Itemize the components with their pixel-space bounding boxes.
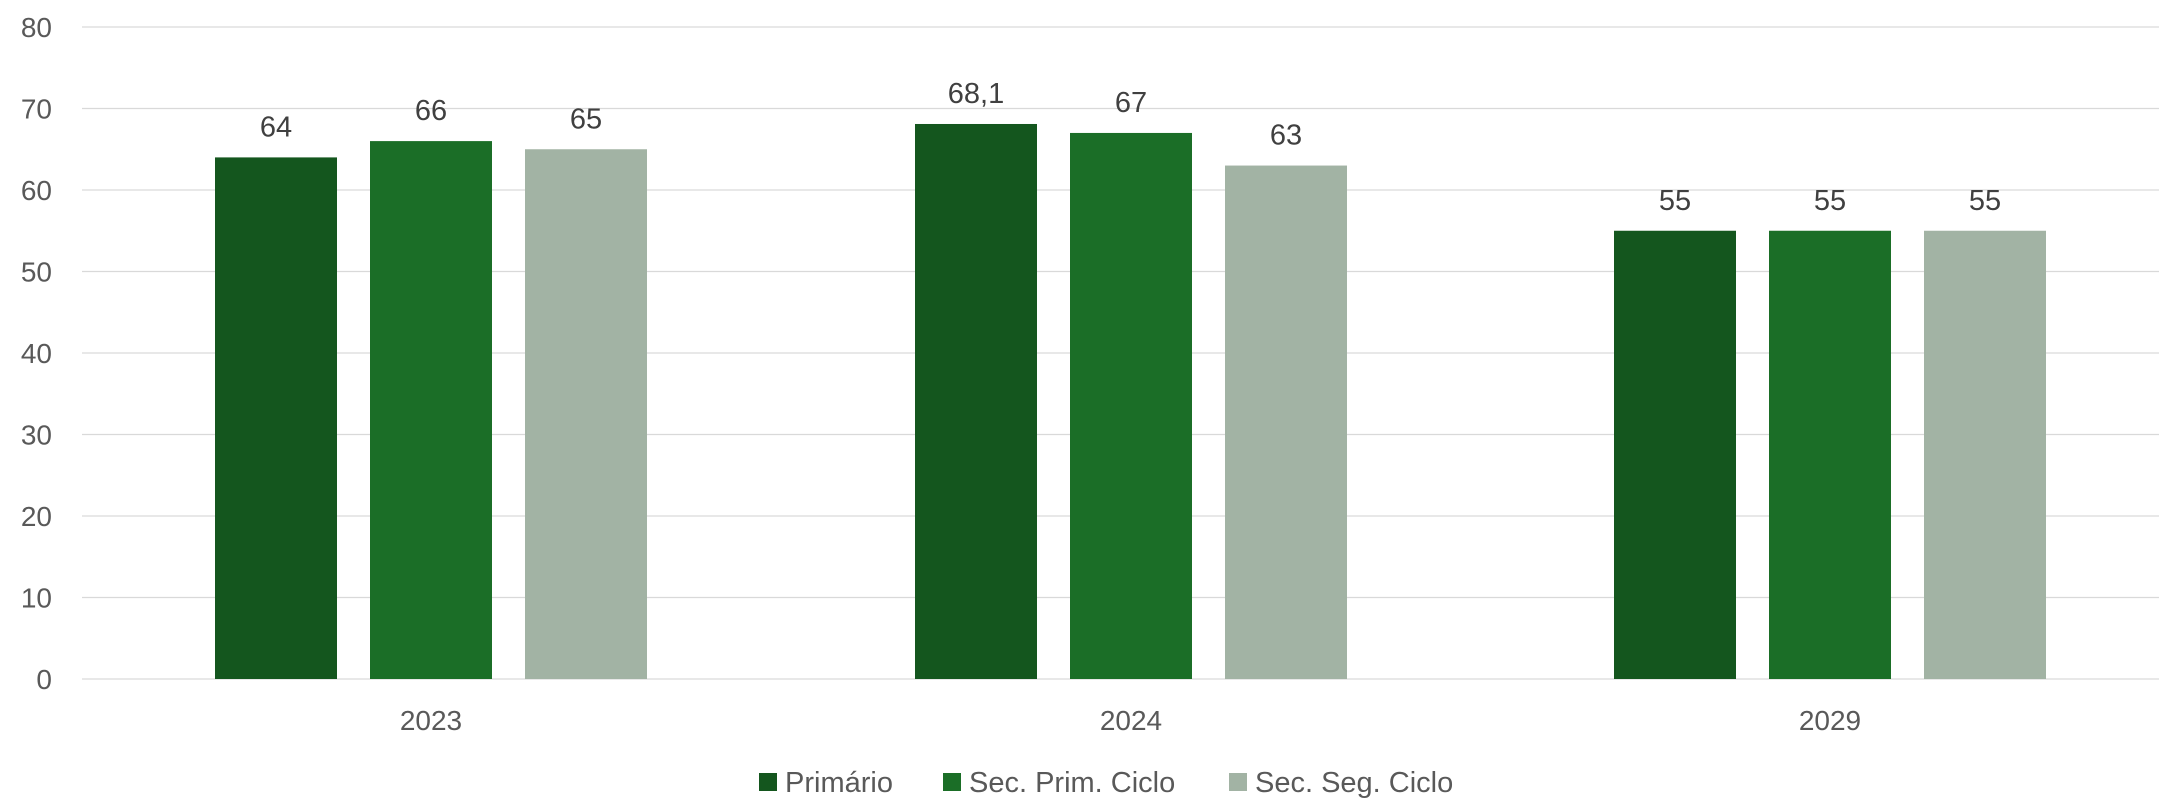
bars — [215, 123, 2046, 680]
y-tick-label: 80 — [21, 12, 52, 43]
data-labels: 64 68,1 55 66 67 55 65 63 55 — [260, 78, 2001, 217]
y-tick-label: 60 — [21, 175, 52, 206]
legend-item-2: Sec. Prim. Ciclo — [943, 767, 1175, 798]
data-label: 64 — [260, 111, 292, 143]
y-tick-label: 70 — [21, 94, 52, 125]
y-axis-tick-labels: 0 10 20 30 40 50 60 70 80 — [21, 12, 52, 695]
bar-2024-series-2 — [1070, 132, 1192, 679]
bar-2023-series-1 — [215, 157, 337, 679]
legend-item-3: Sec. Seg. Ciclo — [1229, 767, 1453, 798]
legend: Primário Sec. Prim. Ciclo Sec. Seg. Ciclo — [759, 767, 1453, 798]
bar-2029-series-2 — [1769, 230, 1891, 679]
legend-item-1: Primário — [759, 767, 893, 798]
y-tick-label: 20 — [21, 501, 52, 532]
legend-swatch — [1229, 773, 1247, 791]
data-label: 63 — [1270, 120, 1302, 152]
legend-swatch — [759, 773, 777, 791]
y-tick-label: 10 — [21, 583, 52, 614]
legend-swatch — [943, 773, 961, 791]
legend-label: Sec. Prim. Ciclo — [969, 767, 1175, 798]
bar-2024-series-3 — [1225, 165, 1347, 680]
x-category-label: 2024 — [1100, 705, 1162, 736]
x-category-label: 2029 — [1799, 705, 1861, 736]
y-tick-label: 50 — [21, 257, 52, 288]
legend-label: Sec. Seg. Ciclo — [1255, 767, 1453, 798]
data-label: 55 — [1969, 185, 2001, 217]
bar-2024-series-1 — [915, 123, 1037, 680]
legend-label: Primário — [785, 767, 893, 798]
data-label: 66 — [415, 95, 447, 127]
y-tick-label: 0 — [36, 664, 52, 695]
bar-2023-series-3 — [525, 149, 647, 679]
x-axis-category-labels: 2023 2024 2029 — [400, 705, 1861, 736]
y-tick-label: 40 — [21, 338, 52, 369]
data-label: 55 — [1659, 185, 1691, 217]
bar-2029-series-1 — [1614, 230, 1736, 679]
x-category-label: 2023 — [400, 705, 462, 736]
bar-2029-series-3 — [1924, 230, 2046, 679]
data-label: 65 — [570, 103, 602, 135]
data-label: 68,1 — [948, 78, 1004, 110]
data-label: 55 — [1814, 185, 1846, 217]
bar-2023-series-2 — [370, 141, 492, 680]
data-label: 67 — [1115, 87, 1147, 119]
y-tick-label: 30 — [21, 420, 52, 451]
